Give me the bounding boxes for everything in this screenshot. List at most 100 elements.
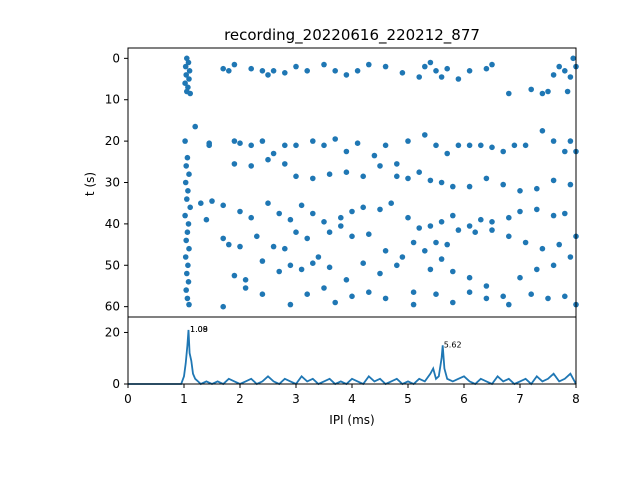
raster-point <box>186 76 192 82</box>
raster-point <box>444 241 451 248</box>
raster-point <box>237 208 243 215</box>
raster-point <box>326 171 333 177</box>
raster-point <box>226 241 232 248</box>
raster-point <box>310 175 316 182</box>
y-tick-label: 60 <box>105 300 120 314</box>
raster-point <box>343 72 350 78</box>
raster-point <box>248 214 254 221</box>
raster-point <box>570 55 576 62</box>
raster-point <box>539 128 546 134</box>
raster-point <box>405 214 411 221</box>
raster-point <box>265 156 271 163</box>
raster-point <box>506 90 512 97</box>
raster-point <box>338 223 344 229</box>
x-tick-label: 2 <box>236 392 244 406</box>
raster-point <box>183 287 189 293</box>
raster-point <box>506 214 512 221</box>
raster-point <box>366 61 372 68</box>
raster-point <box>438 179 445 186</box>
raster-point <box>550 212 557 219</box>
x-tick-label: 8 <box>572 392 580 406</box>
raster-point <box>483 175 490 182</box>
raster-point <box>293 173 299 180</box>
raster-point <box>310 260 316 267</box>
raster-point <box>186 245 192 252</box>
raster-point <box>293 63 299 70</box>
raster-point <box>326 229 333 235</box>
raster-point <box>184 55 190 62</box>
raster-point <box>186 68 193 74</box>
raster-point <box>382 63 389 70</box>
raster-point <box>192 123 198 130</box>
peak-annotation: 1.09 <box>190 325 208 334</box>
raster-point <box>349 208 355 215</box>
raster-point <box>259 68 266 74</box>
raster-point <box>315 254 322 260</box>
raster-point <box>198 200 204 206</box>
raster-point <box>550 72 557 78</box>
x-tick-label: 0 <box>124 392 132 406</box>
y-tick-label: 20 <box>105 134 120 148</box>
raster-point <box>343 277 350 283</box>
raster-point <box>321 61 327 68</box>
raster-point <box>185 84 191 91</box>
raster-point <box>455 76 462 82</box>
raster-point <box>433 291 439 298</box>
raster-point <box>220 202 226 209</box>
raster-point <box>422 132 428 138</box>
raster-point <box>506 301 512 308</box>
raster-point <box>556 241 562 248</box>
raster-point <box>450 183 456 190</box>
x-tick-label: 7 <box>516 392 524 406</box>
raster-point <box>237 140 243 146</box>
raster-point <box>455 142 462 149</box>
raster-point <box>489 227 495 233</box>
raster-point <box>287 216 294 223</box>
raster-point <box>185 188 191 194</box>
raster-point <box>539 245 546 252</box>
raster-point <box>185 262 191 269</box>
raster-point <box>360 260 367 267</box>
raster-point <box>366 289 372 296</box>
raster-point <box>539 90 546 97</box>
raster-point <box>186 301 192 308</box>
raster-point <box>450 299 456 306</box>
raster-point <box>332 299 339 306</box>
raster-point <box>466 223 473 229</box>
raster-point <box>545 88 551 95</box>
ipi-y-ticks: 0 20 <box>105 325 128 391</box>
raster-point <box>287 301 294 308</box>
raster-point <box>248 65 254 72</box>
raster-point <box>466 274 473 281</box>
raster-point <box>444 65 451 72</box>
raster-point <box>185 59 192 66</box>
raster-point <box>321 219 327 225</box>
raster-point <box>394 161 400 167</box>
raster-point <box>550 138 557 144</box>
chart-title: recording_20220616_220212_877 <box>224 26 480 45</box>
raster-point <box>394 173 400 180</box>
raster-point <box>276 210 283 217</box>
raster-point <box>187 90 193 97</box>
peak-annotations: 1.091.08 5.62 <box>190 325 461 349</box>
raster-point <box>360 204 367 211</box>
y-tick-label: 0 <box>112 377 120 391</box>
raster-point <box>564 88 571 95</box>
raster-point <box>438 219 445 225</box>
raster-point <box>310 138 316 144</box>
raster-point <box>220 235 226 242</box>
raster-point <box>550 262 557 269</box>
raster-point <box>506 233 512 240</box>
raster-point <box>298 202 305 209</box>
raster-point <box>287 262 294 269</box>
raster-point <box>304 235 311 242</box>
raster-point <box>253 233 260 240</box>
raster-point <box>427 266 434 273</box>
raster-point <box>427 59 434 66</box>
raster-point <box>282 142 288 149</box>
raster-point <box>182 80 188 86</box>
raster-point <box>528 291 534 298</box>
x-axis-label: IPI (ms) <box>329 413 374 427</box>
raster-point <box>304 68 311 74</box>
raster-point <box>293 142 299 149</box>
